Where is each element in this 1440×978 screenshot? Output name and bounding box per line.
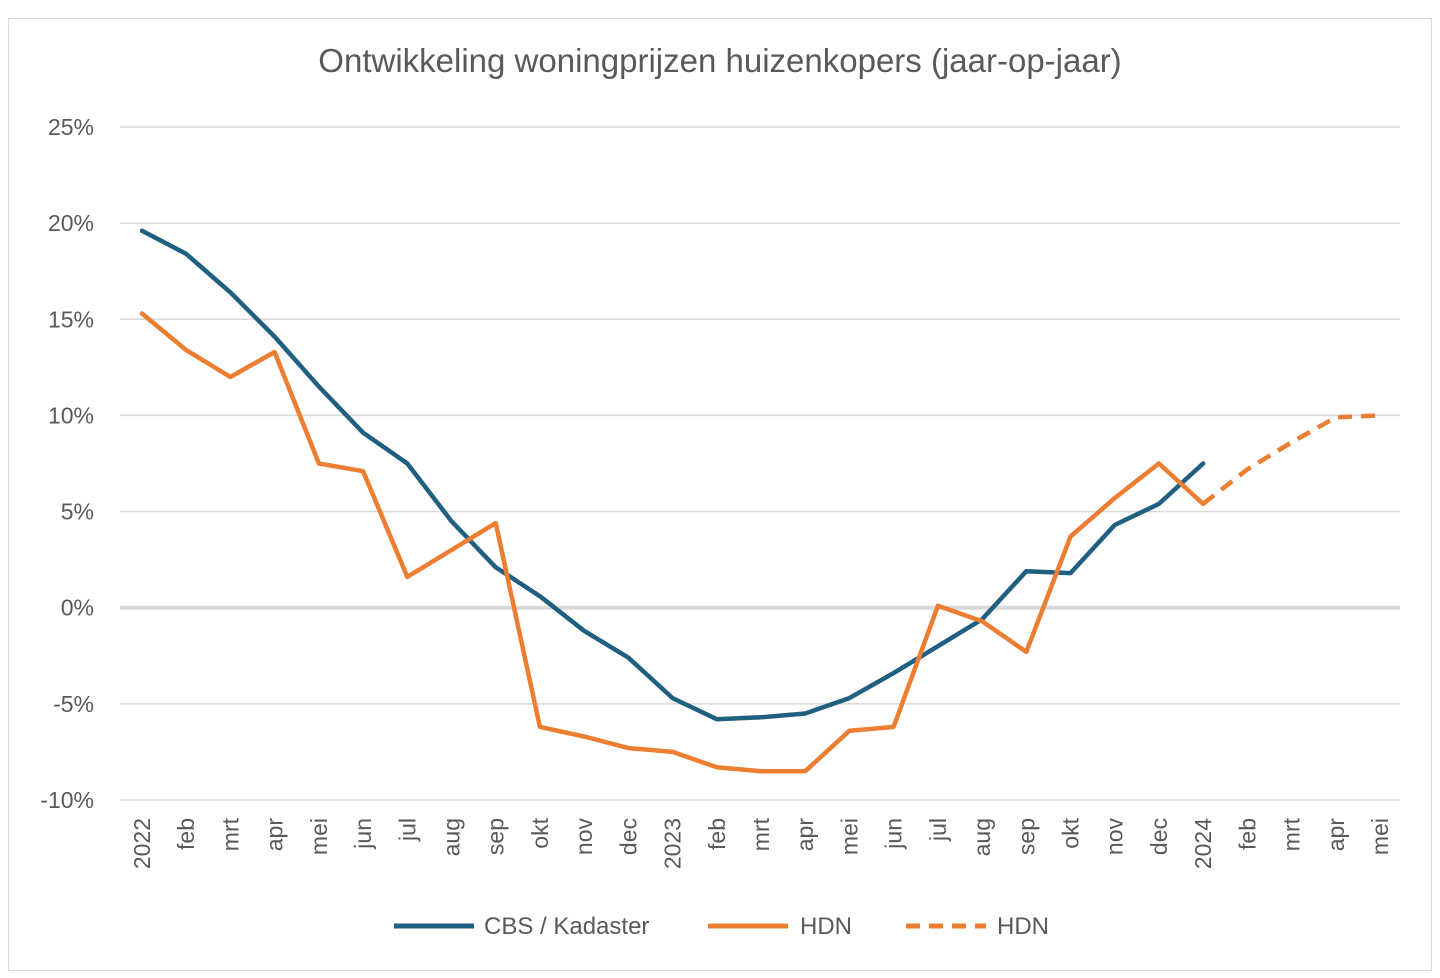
x-tick-label: dec [1146,818,1172,855]
series-lines [139,228,1381,774]
x-tick-label: feb [1234,818,1260,850]
x-tick-label: apr [792,818,818,852]
y-tick-label: -10% [40,787,94,813]
x-tick-label: mrt [217,817,243,851]
x-tick-label: jul [394,818,420,842]
x-tick-label: mei [836,818,862,855]
y-tick-label: 0% [61,595,94,621]
x-tick-label: nov [571,818,597,856]
series-line-1 [139,311,1206,774]
x-tick-label: 2024 [1190,818,1216,869]
gridlines [120,126,1400,801]
y-tick-label: 20% [48,210,94,236]
x-tick-label: aug [969,818,995,856]
x-tick-label: feb [173,818,199,850]
x-tick-label: jun [350,818,376,850]
y-tick-label: -5% [53,691,94,717]
x-tick-label: apr [262,818,288,852]
x-tick-label: dec [615,818,641,855]
x-tick-label: 2022 [129,818,155,869]
x-tick-label: apr [1323,818,1349,852]
x-tick-label: feb [704,818,730,850]
y-tick-label: 5% [61,499,94,525]
x-tick-label: jul [925,818,951,842]
legend-label-2: HDN [997,913,1049,940]
y-tick-label: 10% [48,402,94,428]
series-line-2 [1201,413,1381,506]
x-tick-label: mei [306,818,332,855]
x-tick-label: nov [1102,818,1128,856]
x-tick-label: sep [1013,818,1039,855]
y-tick-label: 25% [48,114,94,140]
x-tick-label: mrt [748,817,774,851]
y-axis-ticks: 25% 20% 15% 10% 5% 0% -5% -10% [40,114,94,813]
x-tick-label: sep [483,818,509,855]
x-tick-label: aug [439,818,465,856]
x-axis-ticks: 2022 feb mrt apr mei jun jul aug sep okt nov dec 202… [129,817,1393,869]
legend-label-0: CBS / Kadaster [484,913,649,940]
legend-label-1: HDN [800,913,852,940]
chart-title: Ontwikkeling woningprijzen huizenkopers … [318,42,1122,79]
series-line-0 [139,228,1206,722]
x-tick-label: mrt [1279,817,1305,851]
x-tick-label: mei [1367,818,1393,855]
legend: CBS / Kadaster HDN HDN [394,913,1049,940]
y-tick-label: 15% [48,306,94,332]
x-tick-label: 2023 [660,818,686,869]
x-tick-label: okt [527,817,553,848]
x-tick-label: okt [1058,817,1084,848]
x-tick-label: jun [881,818,907,850]
